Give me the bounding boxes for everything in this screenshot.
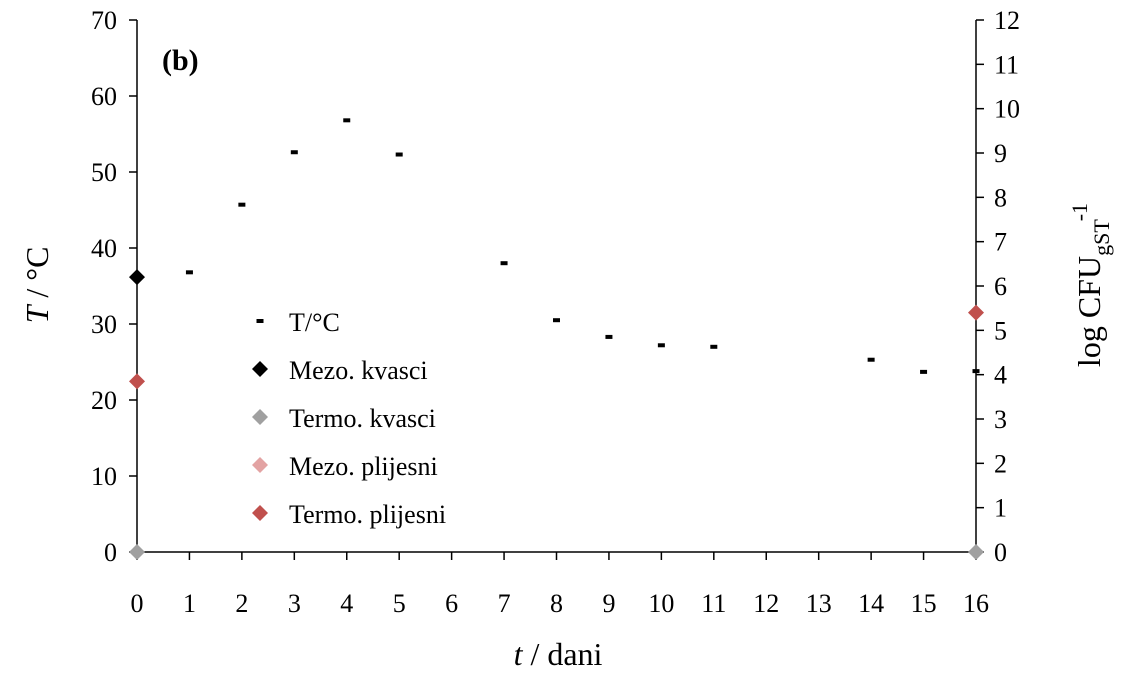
left-tick-label: 60 bbox=[91, 82, 117, 111]
x-tick-label: 11 bbox=[701, 589, 726, 618]
right-axis-title-sup: -1 bbox=[1067, 203, 1092, 221]
right-tick-label: 12 bbox=[994, 6, 1020, 35]
left-axis-title: T / °C bbox=[19, 247, 55, 324]
data-point-dash bbox=[343, 118, 351, 123]
legend-label: Mezo. plijesni bbox=[289, 452, 438, 481]
legend-marker bbox=[252, 505, 268, 521]
data-point-diamond bbox=[129, 269, 145, 286]
series-1 bbox=[129, 269, 145, 286]
right-tick-label: 10 bbox=[994, 95, 1020, 124]
left-tick-label: 40 bbox=[91, 234, 117, 263]
data-marks bbox=[129, 118, 984, 560]
right-tick-label: 5 bbox=[994, 316, 1007, 345]
right-tick-label: 9 bbox=[994, 139, 1007, 168]
right-tick-label: 4 bbox=[994, 361, 1007, 390]
right-tick-label: 2 bbox=[994, 449, 1007, 478]
legend-label: Termo. plijesni bbox=[289, 500, 446, 529]
series-2 bbox=[129, 544, 984, 560]
data-point-dash bbox=[710, 344, 718, 349]
right-axis-title-sub: gST bbox=[1089, 219, 1114, 256]
x-tick-label: 4 bbox=[340, 589, 353, 618]
x-tick-label: 1 bbox=[183, 589, 196, 618]
series-4 bbox=[129, 304, 984, 390]
data-point-dash bbox=[867, 357, 875, 362]
x-tick-label: 2 bbox=[235, 589, 248, 618]
left-tick-label: 10 bbox=[91, 462, 117, 491]
right-tick-label: 7 bbox=[994, 228, 1007, 257]
left-axis-ticks: 0 10 20 30 40 50 60 70 bbox=[91, 6, 137, 567]
right-tick-label: 3 bbox=[994, 405, 1007, 434]
legend-marker bbox=[252, 457, 268, 473]
data-point-diamond bbox=[968, 544, 984, 560]
legend-label: Mezo. kvasci bbox=[289, 356, 428, 385]
x-tick-label: 0 bbox=[131, 589, 144, 618]
data-point-dash bbox=[238, 202, 246, 207]
data-point-dash bbox=[553, 318, 560, 323]
series-0 bbox=[185, 118, 980, 374]
data-point-diamond bbox=[129, 373, 145, 390]
x-tick-label: 16 bbox=[963, 589, 989, 618]
left-tick-label: 50 bbox=[91, 158, 117, 187]
right-tick-label: 11 bbox=[994, 50, 1019, 79]
left-axis-title-var: T bbox=[19, 303, 55, 323]
legend-label: T/°C bbox=[289, 308, 340, 337]
x-tick-label: 3 bbox=[288, 589, 301, 618]
right-tick-label: 8 bbox=[994, 183, 1007, 212]
data-point-diamond bbox=[968, 304, 984, 321]
left-tick-label: 20 bbox=[91, 386, 117, 415]
x-tick-label: 5 bbox=[393, 589, 406, 618]
legend: T/°C Mezo. kvasci Termo. kvasci Mezo. plije… bbox=[252, 308, 446, 529]
data-point-dash bbox=[657, 343, 665, 348]
data-point-dash bbox=[185, 270, 193, 275]
right-tick-label: 0 bbox=[994, 538, 1007, 567]
right-axis-title: log CFUgST-1 bbox=[1067, 203, 1114, 367]
x-tick-label: 10 bbox=[648, 589, 674, 618]
data-point-dash bbox=[290, 150, 298, 155]
data-point-dash bbox=[500, 261, 508, 266]
x-tick-label: 15 bbox=[911, 589, 937, 618]
legend-marker bbox=[256, 319, 264, 323]
right-tick-label: 6 bbox=[994, 272, 1007, 301]
data-point-dash bbox=[395, 152, 403, 157]
x-tick-label: 13 bbox=[806, 589, 832, 618]
data-point-dash bbox=[920, 369, 928, 374]
data-point-dash bbox=[605, 334, 613, 339]
right-axis-title-main: log CFU bbox=[1071, 256, 1107, 367]
x-tick-label: 12 bbox=[753, 589, 779, 618]
data-point-diamond bbox=[129, 544, 145, 560]
x-axis-title-var: t bbox=[514, 636, 524, 672]
x-tick-label: 9 bbox=[602, 589, 615, 618]
left-tick-label: 0 bbox=[104, 538, 117, 567]
left-tick-label: 70 bbox=[91, 6, 117, 35]
x-axis-ticks: 0 1 2 3 4 5 6 7 8 9 10 11 12 13 14 15 16 bbox=[131, 552, 989, 618]
right-tick-label: 1 bbox=[994, 494, 1007, 523]
x-tick-label: 8 bbox=[550, 589, 563, 618]
left-tick-label: 30 bbox=[91, 310, 117, 339]
legend-label: Termo. kvasci bbox=[289, 404, 436, 433]
left-axis-title-rest: / °C bbox=[19, 247, 55, 306]
data-point-dash bbox=[972, 369, 980, 374]
x-tick-label: 14 bbox=[858, 589, 884, 618]
x-tick-label: 6 bbox=[445, 589, 458, 618]
x-axis-title-rest: / dani bbox=[522, 636, 602, 672]
x-tick-label: 7 bbox=[498, 589, 511, 618]
plot-frame bbox=[136, 20, 977, 553]
legend-marker bbox=[252, 361, 268, 377]
x-axis-title: t / dani bbox=[514, 636, 603, 672]
legend-marker bbox=[252, 409, 268, 425]
panel-label: (b) bbox=[162, 44, 199, 77]
